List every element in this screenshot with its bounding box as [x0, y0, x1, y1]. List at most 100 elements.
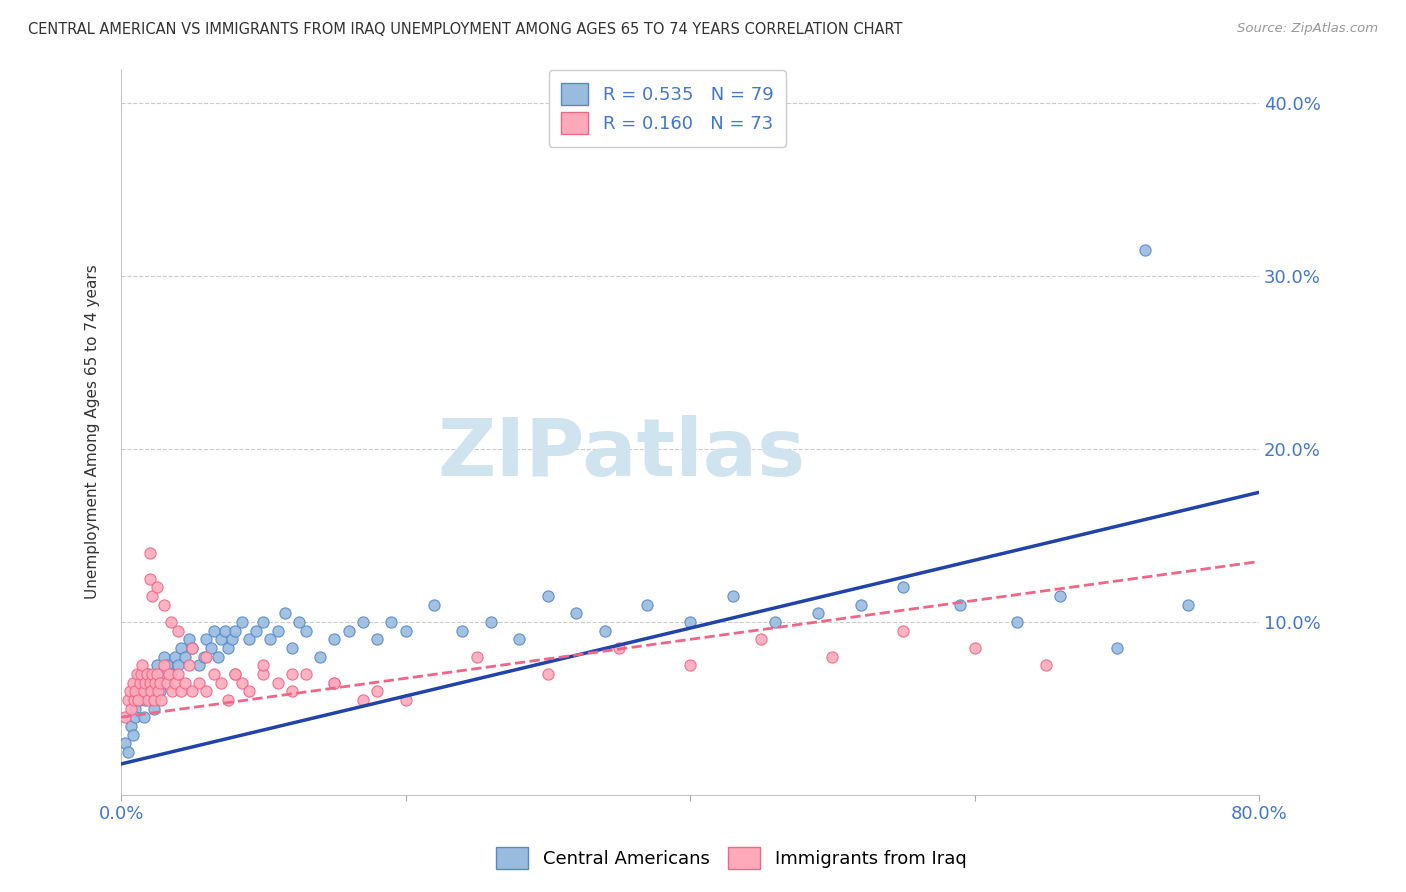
Point	[124, 684, 146, 698]
Point	[266, 624, 288, 638]
Point	[200, 640, 222, 655]
Point	[195, 684, 218, 698]
Point	[245, 624, 267, 638]
Point	[141, 667, 163, 681]
Point	[366, 684, 388, 698]
Point	[159, 667, 181, 681]
Point	[121, 727, 143, 741]
Point	[252, 658, 274, 673]
Point	[181, 684, 204, 698]
Point	[132, 684, 155, 698]
Point	[451, 624, 474, 638]
Point	[114, 736, 136, 750]
Point	[156, 675, 179, 690]
Point	[181, 640, 204, 655]
Point	[1035, 658, 1057, 673]
Point	[127, 693, 149, 707]
Point	[179, 658, 201, 673]
Point	[125, 667, 148, 681]
Point	[114, 710, 136, 724]
Point	[1133, 243, 1156, 257]
Point	[181, 640, 204, 655]
Point	[146, 684, 169, 698]
Point	[565, 607, 588, 621]
Point	[366, 632, 388, 647]
Point	[295, 667, 318, 681]
Point	[949, 598, 972, 612]
Legend: R = 0.535   N = 79, R = 0.160   N = 73: R = 0.535 N = 79, R = 0.160 N = 73	[548, 70, 786, 147]
Point	[252, 667, 274, 681]
Point	[138, 546, 160, 560]
Point	[129, 667, 152, 681]
Point	[465, 649, 488, 664]
Point	[127, 684, 149, 698]
Point	[893, 624, 915, 638]
Point	[679, 615, 702, 629]
Point	[224, 667, 246, 681]
Point	[138, 675, 160, 690]
Point	[207, 649, 229, 664]
Point	[281, 684, 304, 698]
Point	[209, 632, 232, 647]
Point	[117, 745, 139, 759]
Point	[849, 598, 872, 612]
Point	[120, 701, 142, 715]
Point	[143, 675, 166, 690]
Point	[134, 675, 156, 690]
Point	[423, 598, 446, 612]
Point	[141, 589, 163, 603]
Point	[148, 684, 170, 698]
Point	[117, 693, 139, 707]
Point	[821, 649, 844, 664]
Point	[636, 598, 658, 612]
Point	[380, 615, 402, 629]
Point	[141, 675, 163, 690]
Point	[139, 684, 162, 698]
Point	[139, 693, 162, 707]
Point	[167, 667, 190, 681]
Point	[221, 632, 243, 647]
Point	[135, 675, 157, 690]
Point	[188, 658, 211, 673]
Point	[749, 632, 772, 647]
Point	[128, 675, 150, 690]
Point	[145, 667, 167, 681]
Point	[134, 693, 156, 707]
Point	[224, 624, 246, 638]
Point	[167, 658, 190, 673]
Point	[394, 693, 416, 707]
Point	[145, 581, 167, 595]
Point	[193, 649, 215, 664]
Point	[146, 675, 169, 690]
Point	[165, 649, 187, 664]
Point	[281, 640, 304, 655]
Point	[323, 675, 346, 690]
Point	[238, 684, 260, 698]
Point	[295, 624, 318, 638]
Point	[136, 693, 159, 707]
Point	[266, 675, 288, 690]
Point	[537, 589, 560, 603]
Point	[149, 667, 172, 681]
Point	[1005, 615, 1028, 629]
Point	[121, 675, 143, 690]
Point	[162, 684, 184, 698]
Point	[165, 675, 187, 690]
Text: CENTRAL AMERICAN VS IMMIGRANTS FROM IRAQ UNEMPLOYMENT AMONG AGES 65 TO 74 YEARS : CENTRAL AMERICAN VS IMMIGRANTS FROM IRAQ…	[28, 22, 903, 37]
Point	[352, 615, 374, 629]
Point	[153, 649, 176, 664]
Point	[202, 667, 225, 681]
Point	[323, 675, 346, 690]
Point	[132, 710, 155, 724]
Point	[148, 675, 170, 690]
Point	[252, 615, 274, 629]
Point	[508, 632, 530, 647]
Point	[120, 719, 142, 733]
Text: ZIPatlas: ZIPatlas	[437, 415, 806, 492]
Point	[217, 640, 239, 655]
Point	[122, 693, 145, 707]
Point	[142, 701, 165, 715]
Point	[174, 649, 197, 664]
Point	[1049, 589, 1071, 603]
Point	[149, 693, 172, 707]
